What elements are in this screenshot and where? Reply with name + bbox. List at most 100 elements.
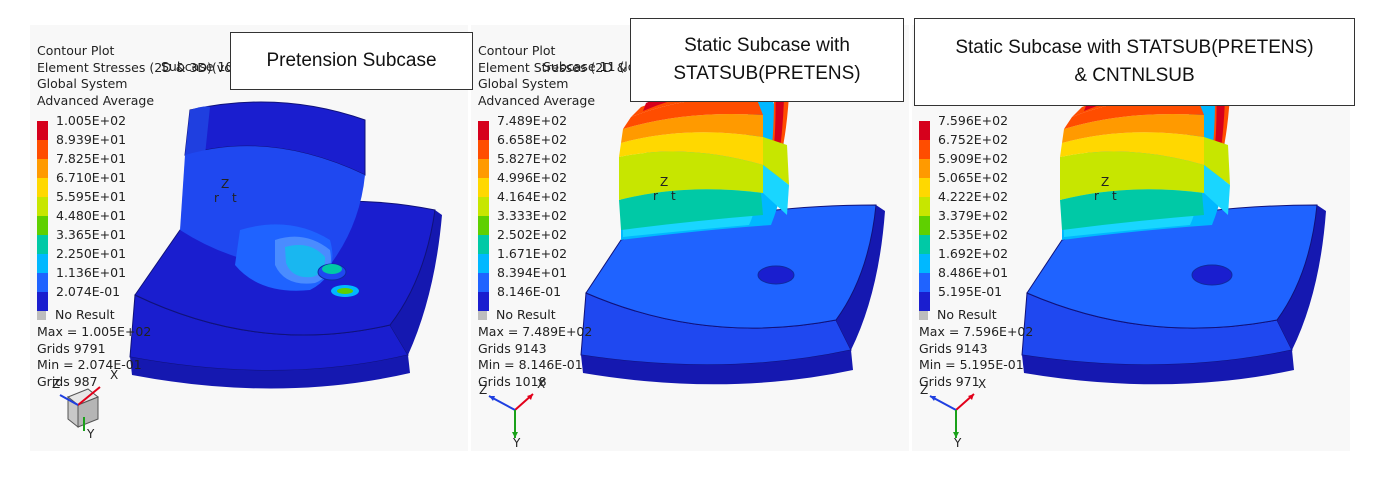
legend-tick-label: 6.752E+02 [938,132,1009,147]
legend-swatches [919,121,930,311]
header-line: Element Stresses (2D & 3D)(vonM [37,59,251,75]
axis-z-label: Z [52,377,61,391]
legend-swatch [478,159,489,178]
header-line: Contour Plot [478,43,556,58]
legend-swatch [478,197,489,216]
legend-swatch [919,273,930,292]
axis-triad-icon[interactable] [483,380,543,445]
legend-swatch [478,178,489,197]
legend-swatch [37,254,48,273]
no-result-swatch [37,311,46,320]
legend-swatch [37,292,48,311]
stat-line: Grids 9791 [37,340,106,356]
local-axis-t: t [671,189,676,203]
legend-tick-label: 2.074E-01 [56,284,121,299]
no-result-entry: No Result [37,307,115,322]
legend-ticks: 7.489E+02 6.658E+02 5.827E+02 4.996E+02 4.16… [497,113,567,303]
legend-swatch [919,235,930,254]
stat-line: Grids 971 [919,373,980,389]
stat-line: Max = 7.596E+02 [919,324,1034,339]
no-result-entry: No Result [919,307,997,322]
legend-tick-label: 2.250E+01 [56,246,127,261]
axis-x-label: X [978,377,987,391]
stat-line: Grids 1018 [478,373,547,389]
legend-swatch [37,273,48,292]
legend-tick-label: 2.502E+02 [497,227,568,242]
no-result-swatch [919,311,928,320]
legend-swatch [919,254,930,273]
legend-swatch [478,140,489,159]
legend-swatches [478,121,489,311]
legend-swatch [37,178,48,197]
legend-tick-label: 1.692E+02 [938,246,1009,261]
result-stats: Max = 7.596E+02 Grids 9143 Min = 5.195E-… [919,324,1033,390]
subcase-label: Subcase 11 (lo [543,59,636,74]
legend-tick-label: 8.939E+01 [56,132,127,147]
legend-swatch [478,273,489,292]
fe-model-render [129,101,442,389]
axis-z-label: Z [479,383,488,397]
legend-tick-label: 8.486E+01 [938,265,1009,280]
header-line: Global System [478,76,569,91]
legend-swatch [37,159,48,178]
legend-swatch [37,197,48,216]
legend-swatch [919,197,930,216]
legend-swatches [37,121,48,311]
no-result-label: No Result [496,307,556,322]
legend-swatch [919,140,930,159]
legend-swatch [37,140,48,159]
axis-triad-icon[interactable] [924,380,984,445]
no-result-entry: No Result [478,307,556,322]
legend-tick-label: 7.489E+02 [497,113,568,128]
legend-swatch [919,292,930,311]
legend-swatch [37,216,48,235]
legend-swatch [37,121,48,140]
local-axis-r: r [1094,189,1099,203]
no-result-label: No Result [937,307,997,322]
result-stats: Max = 1.005E+02 Grids 9791 Min = 2.074E-… [37,324,151,390]
local-axis-t: t [1112,189,1117,203]
legend-swatch [919,216,930,235]
legend-tick-label: 8.394E+01 [497,265,568,280]
legend-tick-label: 4.164E+02 [497,189,568,204]
legend-ticks: 1.005E+02 8.939E+01 7.825E+01 6.710E+01 5.59… [56,113,126,303]
legend-swatch [37,235,48,254]
fe-model-render [580,25,885,385]
callout-pretension: Pretension Subcase [230,32,473,90]
legend-tick-label: 1.136E+01 [56,265,127,280]
header-line: Advanced Average [37,92,155,108]
axis-z-label: Z [920,383,929,397]
legend-tick-label: 5.595E+01 [56,189,127,204]
contour-header: Contour Plot Element Stresses (2D & 3D)(… [37,43,251,109]
legend-tick-label: 6.658E+02 [497,132,568,147]
legend-tick-label: 3.365E+01 [56,227,127,242]
stat-line: Max = 1.005E+02 [37,324,152,339]
legend-ticks: 7.596E+02 6.752E+02 5.909E+02 5.065E+02 4.22… [938,113,1008,303]
axis-y-label: Y [87,427,95,441]
legend-swatch [478,254,489,273]
axis-y-label: Y [954,436,962,450]
legend-tick-label: 4.480E+01 [56,208,127,223]
legend-swatch [919,159,930,178]
result-stats: Max = 7.489E+02 Grids 9143 Min = 8.146E-… [478,324,592,390]
legend-tick-label: 2.535E+02 [938,227,1009,242]
header-line: Global System [37,76,128,91]
local-axis-t: t [232,191,237,205]
legend-tick-label: 7.825E+01 [56,151,127,166]
legend-swatch [919,178,930,197]
viewport-panel-static[interactable]: Z r t Contour Plot Element Stresses (2D … [471,25,909,451]
header-line: Contour Plot [37,43,115,58]
axis-x-label: X [110,368,119,382]
local-axis-z: Z [221,177,230,191]
legend-tick-label: 7.596E+02 [938,113,1009,128]
stat-line: Grids 987 [37,373,98,389]
viewport-panel-pretension[interactable]: Z r t Contour Plot Element Stresses (2D … [30,25,468,451]
callout-static-cntnlsub: Static Subcase with STATSUB(PRETENS) & C… [914,18,1355,106]
legend-tick-label: 1.005E+02 [56,113,127,128]
legend-tick-label: 3.333E+02 [497,208,568,223]
legend-tick-label: 4.222E+02 [938,189,1009,204]
legend-tick-label: 6.710E+01 [56,170,127,185]
view-cube-icon[interactable] [56,375,106,435]
legend-tick-label: 5.909E+02 [938,151,1009,166]
legend-tick-label: 4.996E+02 [497,170,568,185]
